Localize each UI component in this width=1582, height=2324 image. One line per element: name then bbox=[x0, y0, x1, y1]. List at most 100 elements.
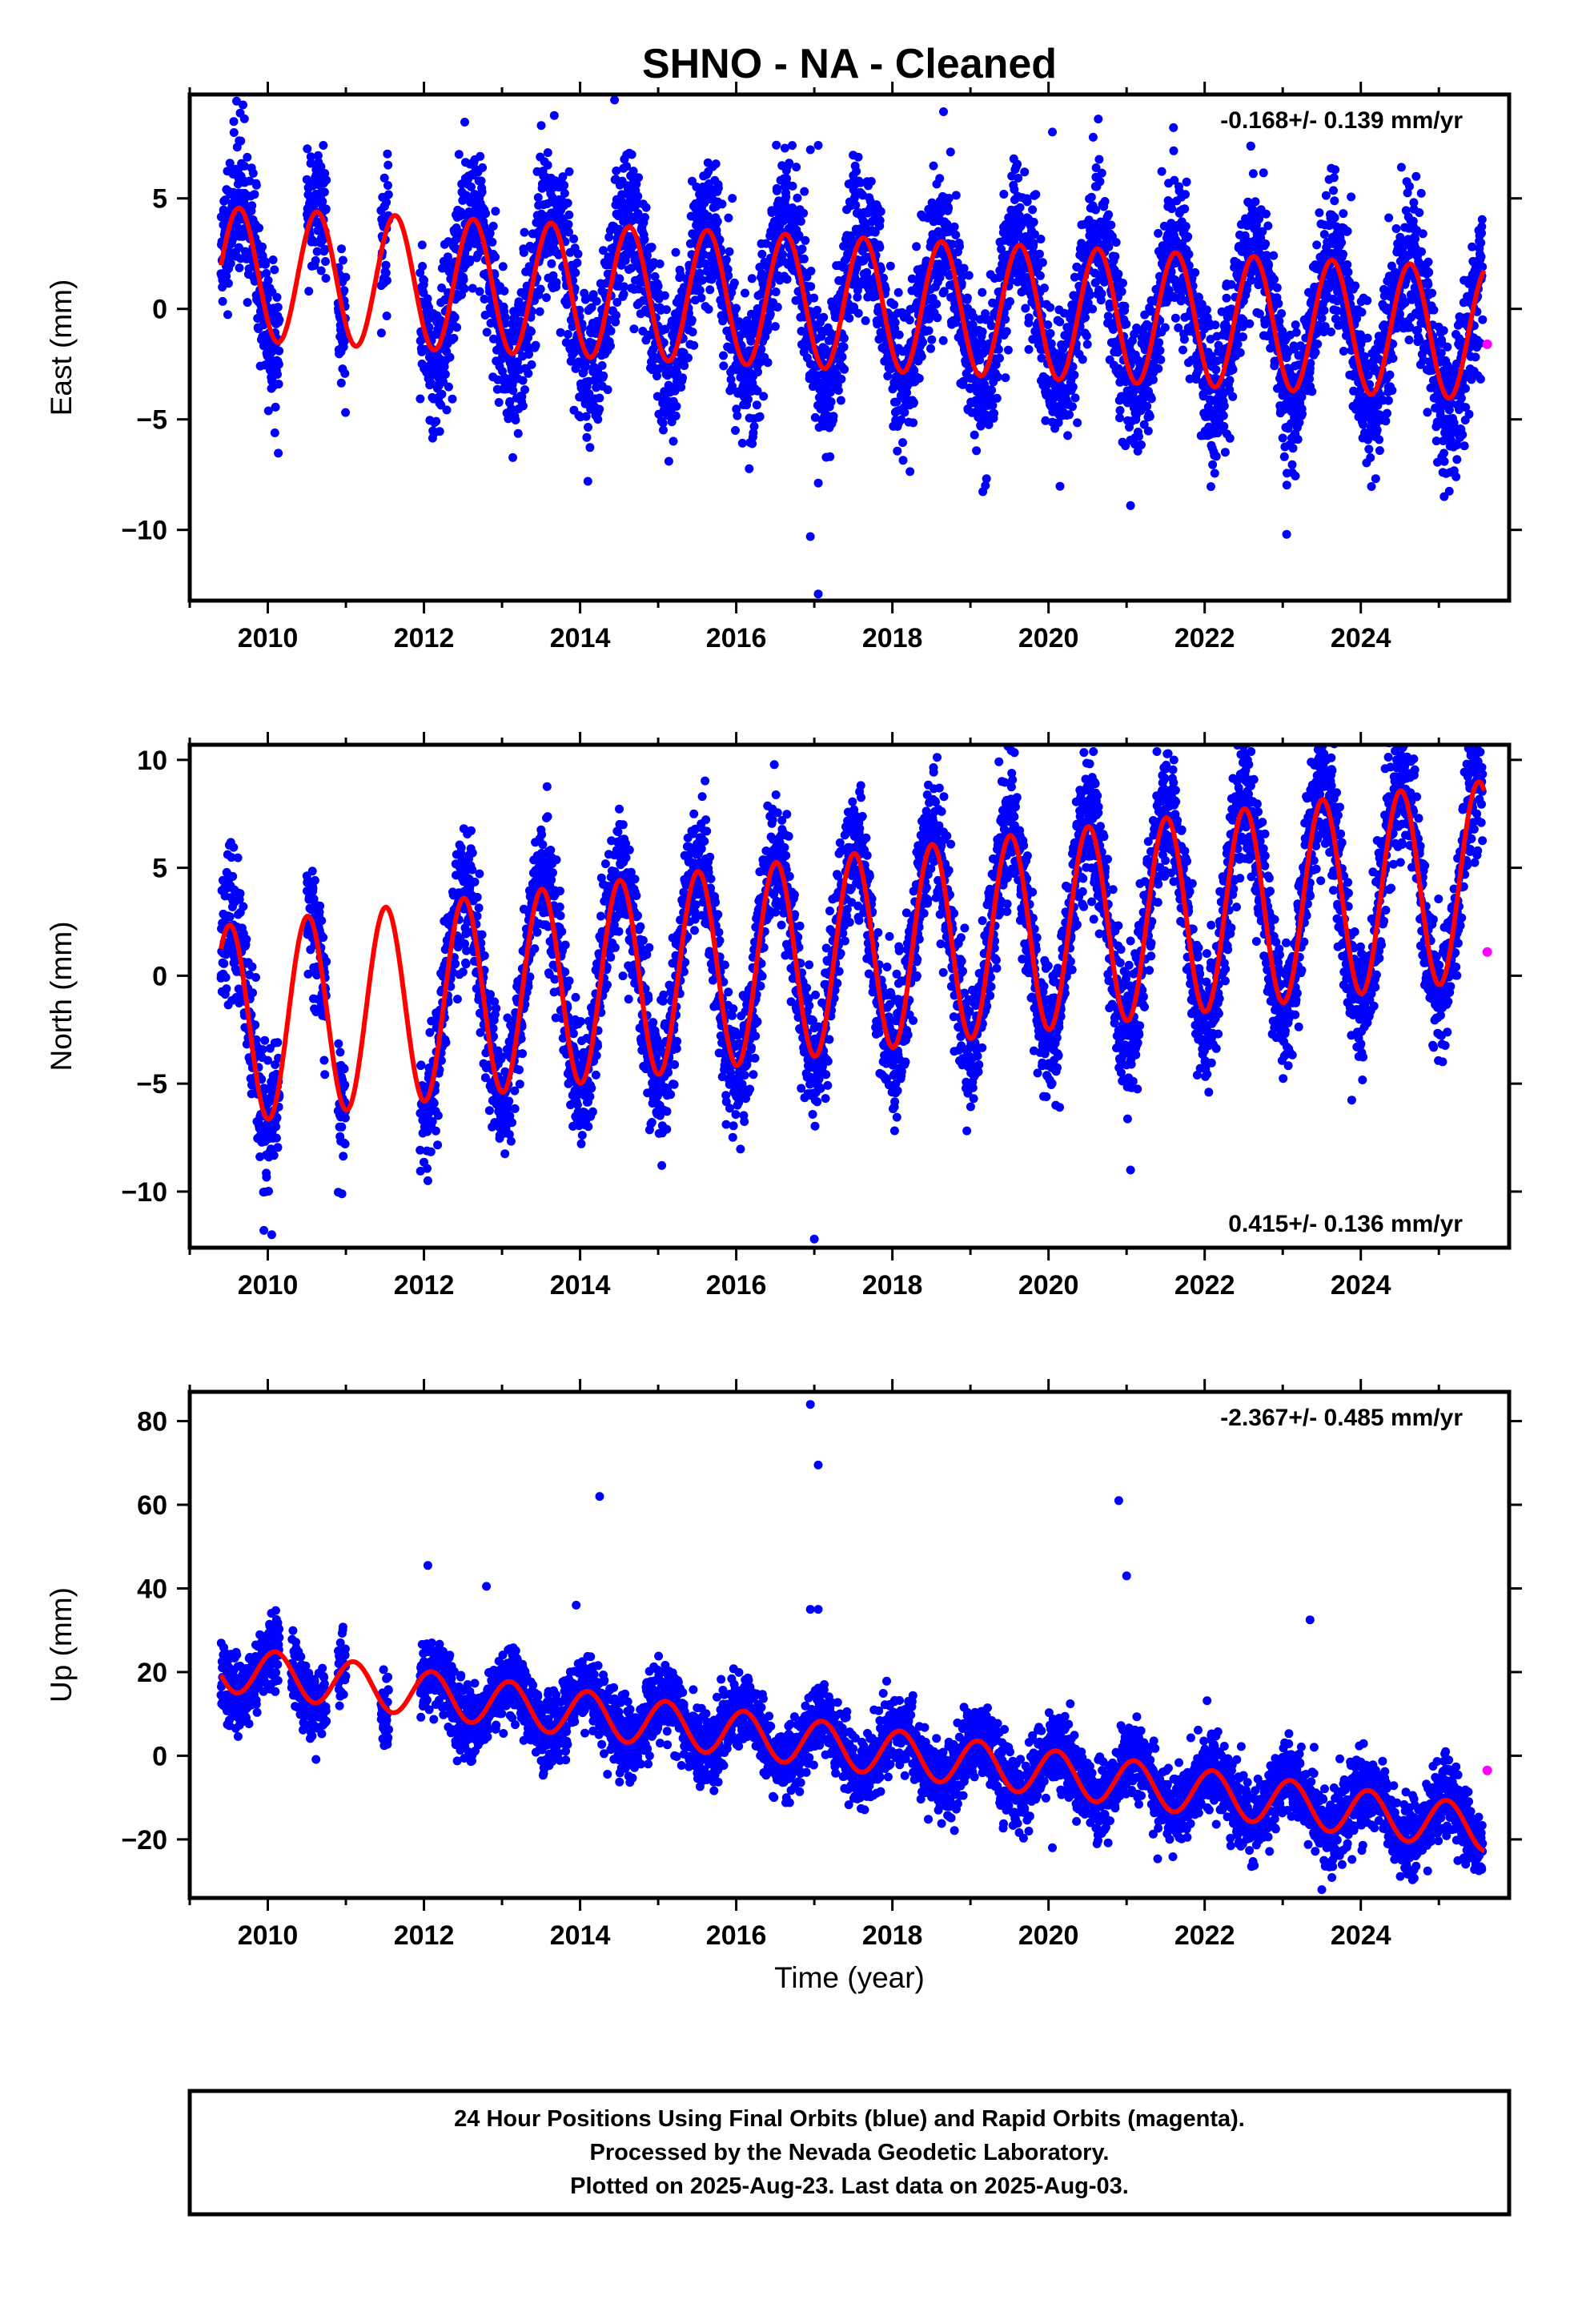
data-point bbox=[339, 286, 349, 296]
data-point bbox=[1015, 203, 1025, 212]
data-point bbox=[518, 376, 528, 385]
data-point bbox=[500, 312, 510, 322]
data-point bbox=[475, 287, 484, 296]
data-point bbox=[459, 275, 468, 284]
data-point bbox=[1157, 167, 1166, 176]
data-point bbox=[655, 259, 665, 268]
data-point bbox=[1002, 327, 1011, 336]
data-point bbox=[1331, 165, 1340, 175]
data-point bbox=[737, 438, 747, 448]
data-point bbox=[564, 219, 573, 229]
data-point bbox=[839, 333, 849, 343]
data-point bbox=[536, 284, 545, 294]
data-point bbox=[1117, 287, 1126, 296]
data-point bbox=[1001, 373, 1010, 383]
data-point bbox=[772, 140, 781, 150]
data-point bbox=[1357, 308, 1367, 317]
data-point bbox=[263, 406, 273, 416]
data-point bbox=[610, 95, 620, 105]
data-point bbox=[543, 160, 552, 170]
data-point bbox=[318, 197, 327, 207]
data-point bbox=[753, 368, 762, 376]
data-point bbox=[572, 258, 582, 267]
data-point bbox=[232, 221, 241, 231]
data-point bbox=[992, 393, 1002, 403]
data-point bbox=[1003, 345, 1013, 355]
data-point bbox=[982, 474, 991, 484]
data-point bbox=[1146, 394, 1156, 404]
data-point bbox=[1207, 482, 1215, 492]
data-point bbox=[796, 216, 805, 226]
data-point bbox=[243, 298, 252, 308]
data-point bbox=[271, 402, 280, 412]
data-point bbox=[946, 147, 955, 157]
data-point bbox=[1311, 348, 1320, 357]
data-point bbox=[833, 386, 843, 395]
data-point bbox=[1317, 313, 1327, 323]
data-point bbox=[321, 257, 330, 266]
data-point bbox=[1110, 251, 1120, 261]
data-point bbox=[1006, 297, 1014, 306]
data-point bbox=[1367, 482, 1376, 491]
data-point bbox=[603, 385, 612, 395]
data-point bbox=[1282, 480, 1291, 490]
data-point bbox=[1046, 328, 1055, 338]
data-point bbox=[1046, 303, 1055, 312]
data-point bbox=[801, 235, 810, 245]
data-point bbox=[909, 366, 919, 376]
data-point bbox=[376, 328, 386, 338]
data-point bbox=[1055, 317, 1065, 327]
data-point bbox=[932, 300, 942, 309]
data-point bbox=[1315, 208, 1324, 218]
data-point bbox=[1100, 197, 1110, 206]
data-point bbox=[717, 199, 727, 209]
data-point bbox=[340, 368, 350, 378]
data-point bbox=[893, 446, 902, 456]
data-point bbox=[881, 284, 890, 294]
data-point bbox=[564, 227, 573, 237]
data-point bbox=[1115, 406, 1125, 415]
data-point bbox=[274, 448, 283, 458]
data-point bbox=[1036, 235, 1046, 243]
data-point bbox=[782, 275, 792, 284]
data-point bbox=[939, 107, 948, 116]
data-point bbox=[533, 193, 543, 203]
data-point bbox=[825, 388, 835, 397]
data-point bbox=[1228, 392, 1238, 401]
data-point bbox=[1040, 283, 1049, 293]
data-point bbox=[435, 427, 444, 436]
data-point bbox=[905, 467, 915, 476]
data-point bbox=[1078, 355, 1087, 364]
data-point bbox=[924, 326, 934, 336]
data-point bbox=[452, 323, 462, 332]
data-point bbox=[584, 423, 592, 432]
data-point bbox=[481, 209, 491, 219]
data-point bbox=[303, 144, 312, 154]
data-point bbox=[606, 341, 615, 351]
data-point bbox=[498, 262, 508, 271]
data-point bbox=[1246, 142, 1255, 151]
data-point bbox=[381, 268, 391, 278]
data-point bbox=[1134, 432, 1143, 441]
data-point bbox=[741, 288, 749, 298]
data-point bbox=[799, 254, 809, 263]
data-point bbox=[1182, 177, 1191, 187]
data-point bbox=[732, 404, 741, 414]
data-point bbox=[1307, 387, 1317, 396]
data-point bbox=[1343, 267, 1353, 277]
data-point bbox=[1225, 433, 1235, 443]
data-point bbox=[819, 312, 829, 322]
data-point bbox=[885, 261, 895, 271]
data-point bbox=[302, 175, 311, 184]
data-point bbox=[1327, 328, 1335, 336]
data-point bbox=[970, 430, 979, 440]
data-point bbox=[813, 478, 823, 488]
data-point bbox=[1287, 460, 1297, 469]
data-point bbox=[964, 271, 974, 280]
data-point bbox=[582, 432, 592, 442]
data-point bbox=[788, 141, 797, 151]
data-point bbox=[445, 352, 455, 362]
data-point bbox=[585, 443, 595, 452]
data-point bbox=[268, 255, 278, 264]
data-point bbox=[725, 247, 734, 256]
